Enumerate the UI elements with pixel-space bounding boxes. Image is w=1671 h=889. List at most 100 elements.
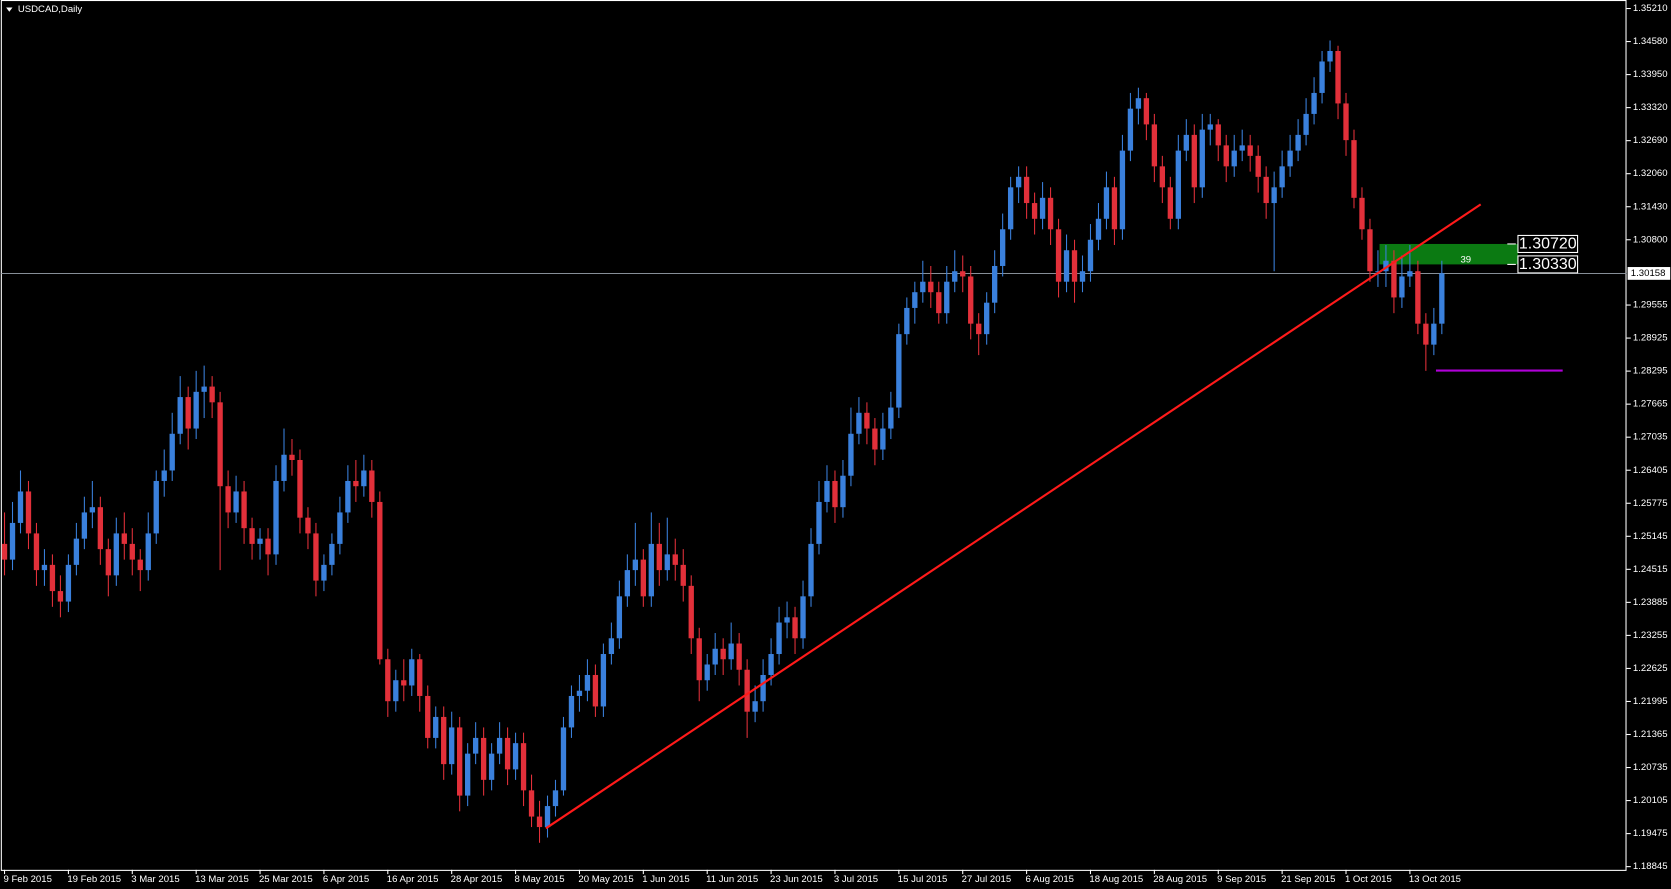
candle-body	[608, 638, 615, 655]
y-tick-label: 1.31430	[1633, 201, 1668, 212]
candle-body	[1055, 229, 1062, 282]
candle-body	[217, 402, 223, 487]
candle-body	[688, 585, 694, 639]
candle-body	[1015, 176, 1022, 188]
candle-body	[1279, 166, 1285, 188]
candle-body	[712, 648, 718, 665]
candle-body	[1167, 187, 1174, 219]
y-tick-label: 1.30800	[1633, 234, 1668, 245]
candle-body	[600, 654, 607, 707]
y-tick-label: 1.19475	[1633, 828, 1668, 839]
candle-body	[185, 397, 191, 429]
menu-triangle[interactable]	[6, 7, 13, 12]
candle-body	[1295, 134, 1301, 151]
candle-body	[1383, 260, 1389, 272]
candle-body	[97, 507, 104, 550]
x-tick-label: 13 Oct 2015	[1409, 874, 1461, 885]
candle-body	[928, 281, 934, 293]
candle-body	[1423, 323, 1429, 345]
candle-body	[592, 674, 599, 707]
candle-body	[449, 727, 455, 765]
candle-body	[1359, 197, 1365, 230]
candle-body	[1, 543, 8, 560]
candle-body	[305, 517, 311, 534]
candle-body	[1367, 229, 1373, 272]
candle-body	[1351, 140, 1357, 198]
candle-body	[201, 386, 207, 392]
candle-body	[457, 727, 463, 796]
x-tick-label: 18 Aug 2015	[1089, 874, 1143, 885]
candle-body	[1215, 124, 1221, 146]
candle-body	[1151, 124, 1158, 167]
candle-body	[441, 716, 447, 765]
candle-body	[273, 480, 279, 555]
y-tick-label: 1.18845	[1633, 861, 1668, 872]
candle-body	[1199, 129, 1205, 188]
candle-body	[648, 543, 654, 597]
candle-body	[1095, 218, 1102, 240]
candle-body	[1175, 150, 1181, 219]
candle-body	[824, 480, 830, 502]
candle-body	[161, 470, 167, 481]
candle-body	[209, 386, 215, 403]
y-tick-label: 1.25145	[1633, 531, 1668, 542]
candle-body	[696, 638, 702, 681]
candle-body	[664, 554, 670, 571]
candle-body	[768, 654, 774, 675]
candle-body	[1183, 134, 1189, 151]
y-tick-label: 1.23255	[1633, 630, 1668, 641]
candle-body	[1119, 150, 1126, 230]
candle-body	[9, 522, 16, 560]
candle-body	[1103, 187, 1110, 219]
candle-body	[864, 412, 870, 429]
candle-body	[1263, 176, 1269, 204]
candle-body	[65, 564, 72, 602]
candle-body	[744, 669, 750, 712]
x-tick-label: 28 Aug 2015	[1153, 874, 1207, 885]
y-tick-label: 1.28925	[1633, 333, 1668, 344]
candle-body	[1071, 250, 1078, 282]
candle-body	[1343, 103, 1349, 141]
candle-body	[1407, 271, 1413, 277]
x-tick-label: 27 Jul 2015	[962, 874, 1012, 885]
candle-body	[576, 690, 583, 696]
candle-body	[776, 622, 782, 655]
candle-body	[121, 533, 127, 544]
candle-body	[1431, 323, 1437, 345]
x-tick-label: 11 Jun 2015	[706, 874, 758, 885]
candle-body	[73, 538, 80, 565]
candle-body	[113, 533, 119, 576]
y-tick-label: 1.25775	[1633, 498, 1668, 509]
candle-body	[385, 659, 391, 702]
candle-body	[888, 407, 894, 429]
candle-body	[656, 543, 662, 571]
candle-body	[1047, 197, 1054, 230]
candle-body	[289, 454, 295, 460]
level-label-box	[1517, 255, 1579, 274]
candle-body	[1327, 50, 1333, 62]
y-tick-label: 1.20735	[1633, 762, 1668, 773]
candle-body	[624, 570, 631, 597]
candle-body	[313, 533, 319, 581]
zone-label: 39	[1460, 255, 1471, 266]
last-price-box	[1627, 267, 1671, 280]
candle-body	[920, 281, 926, 293]
candle-body	[225, 486, 231, 513]
candle-body	[241, 491, 247, 529]
candle-body	[496, 737, 503, 754]
candle-body	[1159, 166, 1166, 188]
candle-body	[321, 564, 327, 581]
candle-body	[153, 480, 159, 534]
candle-body	[536, 816, 543, 828]
candle-body	[25, 491, 32, 534]
y-tick-label: 1.32060	[1633, 168, 1668, 179]
candle-body	[952, 271, 958, 282]
candles	[0, 40, 1627, 843]
candle-body	[784, 617, 790, 623]
candle-body	[584, 674, 591, 691]
x-tick-label: 9 Feb 2015	[3, 874, 51, 885]
candle-body	[17, 491, 24, 523]
y-tick-label: 1.29555	[1633, 300, 1668, 311]
candle-body	[193, 391, 199, 429]
